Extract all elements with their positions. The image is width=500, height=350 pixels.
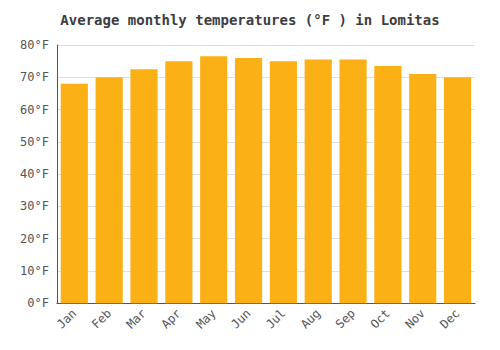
svg-text:Aug: Aug	[298, 306, 323, 331]
svg-text:0°F: 0°F	[27, 296, 49, 310]
svg-text:50°F: 50°F	[20, 135, 49, 149]
svg-text:Feb: Feb	[89, 306, 114, 331]
svg-text:Dec: Dec	[437, 306, 462, 331]
svg-text:Jan: Jan	[54, 306, 79, 331]
svg-text:Oct: Oct	[368, 306, 393, 331]
svg-text:30°F: 30°F	[20, 199, 49, 213]
svg-text:May: May	[193, 306, 218, 331]
svg-text:60°F: 60°F	[20, 103, 49, 117]
svg-text:80°F: 80°F	[20, 38, 49, 52]
svg-text:Jul: Jul	[263, 306, 288, 331]
svg-text:Jun: Jun	[228, 306, 253, 331]
svg-text:Mar: Mar	[124, 306, 149, 331]
svg-text:10°F: 10°F	[20, 264, 49, 278]
svg-text:Nov: Nov	[402, 306, 427, 331]
svg-text:Sep: Sep	[333, 306, 358, 331]
svg-text:70°F: 70°F	[20, 70, 49, 84]
svg-text:Apr: Apr	[159, 306, 184, 331]
svg-text:20°F: 20°F	[20, 232, 49, 246]
svg-text:Average monthly temperatures (: Average monthly temperatures (°F ) in Lo…	[60, 12, 439, 28]
svg-text:40°F: 40°F	[20, 167, 49, 181]
